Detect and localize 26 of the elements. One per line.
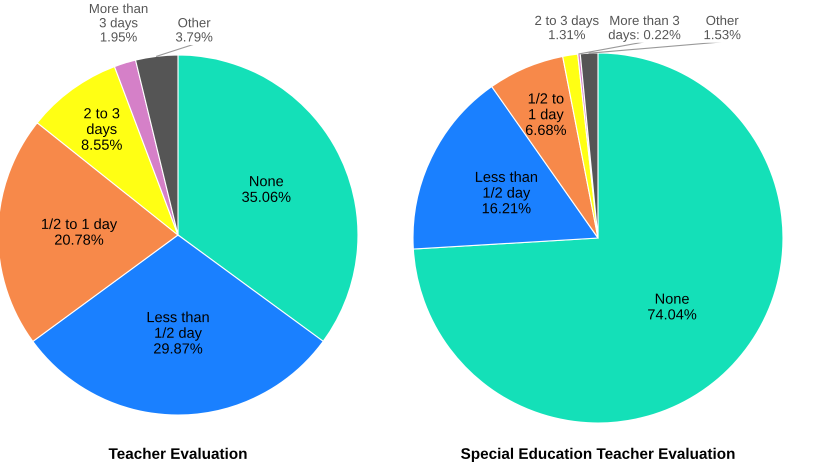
data-label: 74.04% [648, 309, 696, 320]
data-label: 8.55% [82, 140, 122, 150]
data-label: 16.21% [482, 203, 531, 214]
data-label: 3.79% [176, 32, 212, 42]
slice-label: 1/2 to 1 day [42, 218, 118, 232]
pie-slice [412, 52, 784, 424]
data-label: 1.53% [704, 30, 740, 40]
slice-label: Less than 1/2 day [148, 311, 209, 341]
slice-label: Less than 1/2 day [476, 171, 538, 201]
data-label: 29.87% [154, 343, 202, 354]
data-label: 35.06% [242, 192, 291, 202]
data-label: 6.68% [526, 124, 566, 136]
slice-label: More than 3 days: 0.22% [608, 15, 680, 42]
slice-label: 2 to 3 days [535, 15, 599, 28]
data-label: 1.31% [549, 30, 586, 40]
slice-label: Other [178, 18, 210, 28]
slice-label: Other [706, 15, 738, 26]
data-label: 20.78% [55, 234, 104, 245]
slice-label: 2 to 3 days [84, 108, 120, 138]
text: Special Education Teacher Evaluation [461, 448, 734, 462]
slice-label: None [656, 294, 689, 304]
slice-label: None [250, 176, 284, 186]
slice-label: More than 3 days [90, 3, 148, 30]
text: Teacher Evaluation [108, 448, 247, 459]
data-label: 1.95% [100, 32, 137, 42]
slice-label: 1/2 to 1 day [528, 92, 564, 122]
